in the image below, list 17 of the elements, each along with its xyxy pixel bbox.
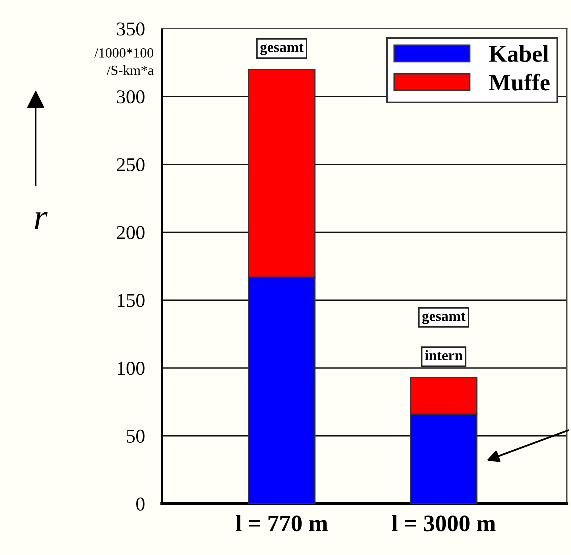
y-tick-label: 100 bbox=[118, 362, 145, 376]
y-tick-label: 350 bbox=[117, 22, 145, 36]
y-tick-label: 150 bbox=[118, 294, 145, 308]
y-tick-label: 300 bbox=[117, 90, 145, 104]
y-axis-title: r bbox=[35, 212, 48, 230]
y-tick-label: 200 bbox=[117, 226, 145, 240]
y-tick-label: 250 bbox=[117, 158, 145, 172]
legend-label: Kabel bbox=[489, 46, 549, 62]
text: /1000*100 /S-km*a bbox=[94, 48, 154, 76]
y-tick-label: 0 bbox=[136, 498, 145, 511]
annotation: gesamt bbox=[422, 312, 466, 324]
legend-label: Muffe bbox=[489, 74, 550, 91]
x-tick-label: l = 3000 m bbox=[392, 515, 496, 532]
annotation: gesamt bbox=[260, 44, 304, 56]
x-tick-label: l = 770 m bbox=[236, 515, 328, 532]
y-tick-label: 50 bbox=[127, 430, 145, 444]
annotation: intern bbox=[425, 350, 463, 361]
